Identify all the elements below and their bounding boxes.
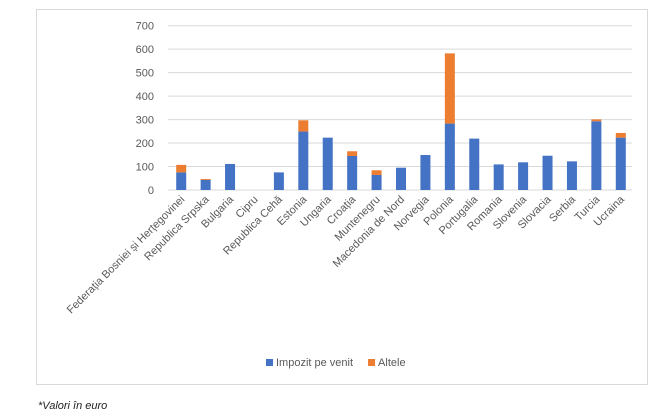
legend-label: Impozit pe venit [276,357,353,369]
footnote: *Valori în euro [38,400,108,412]
y-tick-label: 700 [136,21,154,33]
bar-impozit-pe-venit [176,172,187,190]
chart-frame [36,9,648,385]
y-tick-label: 600 [136,44,154,56]
bar-altele [615,132,626,138]
bar-impozit-pe-venit [591,121,602,190]
y-tick-label: 100 [136,162,154,174]
y-tick-label: 500 [136,68,154,80]
legend-swatch [368,359,376,366]
bar-altele [591,119,602,122]
x-tick-label: Federația Bosniei și Herțegovinei [65,194,188,317]
bar-impozit-pe-venit [542,155,553,190]
bar-impozit-pe-venit [200,179,211,190]
bar-impozit-pe-venit [615,137,626,190]
bar-impozit-pe-venit [371,174,382,190]
bar-impozit-pe-venit [469,138,480,190]
bar-altele [200,178,211,180]
bar-impozit-pe-venit [273,172,284,190]
legend-label: Altele [378,357,406,369]
bar-impozit-pe-venit [225,163,236,190]
bar-impozit-pe-venit [396,167,406,190]
y-tick-label: 200 [136,138,154,150]
y-tick-label: 0 [148,185,154,197]
bar-impozit-pe-venit [322,137,333,190]
bar-impozit-pe-venit [493,164,504,190]
bar-impozit-pe-venit [347,155,358,190]
bar-altele [371,170,382,175]
bar-impozit-pe-venit [518,162,529,190]
bar-impozit-pe-venit [566,161,577,190]
bar-impozit-pe-venit [444,123,455,190]
bar-altele [444,53,455,124]
bar-altele [298,120,309,132]
y-tick-label: 400 [136,91,154,103]
x-tick-label: Serbia [547,193,579,225]
legend-swatch [266,359,273,366]
bar-impozit-pe-venit [420,155,431,190]
y-tick-label: 300 [136,115,154,127]
bar-altele [347,151,358,156]
bar-impozit-pe-venit [298,131,309,190]
bar-altele [176,164,187,173]
